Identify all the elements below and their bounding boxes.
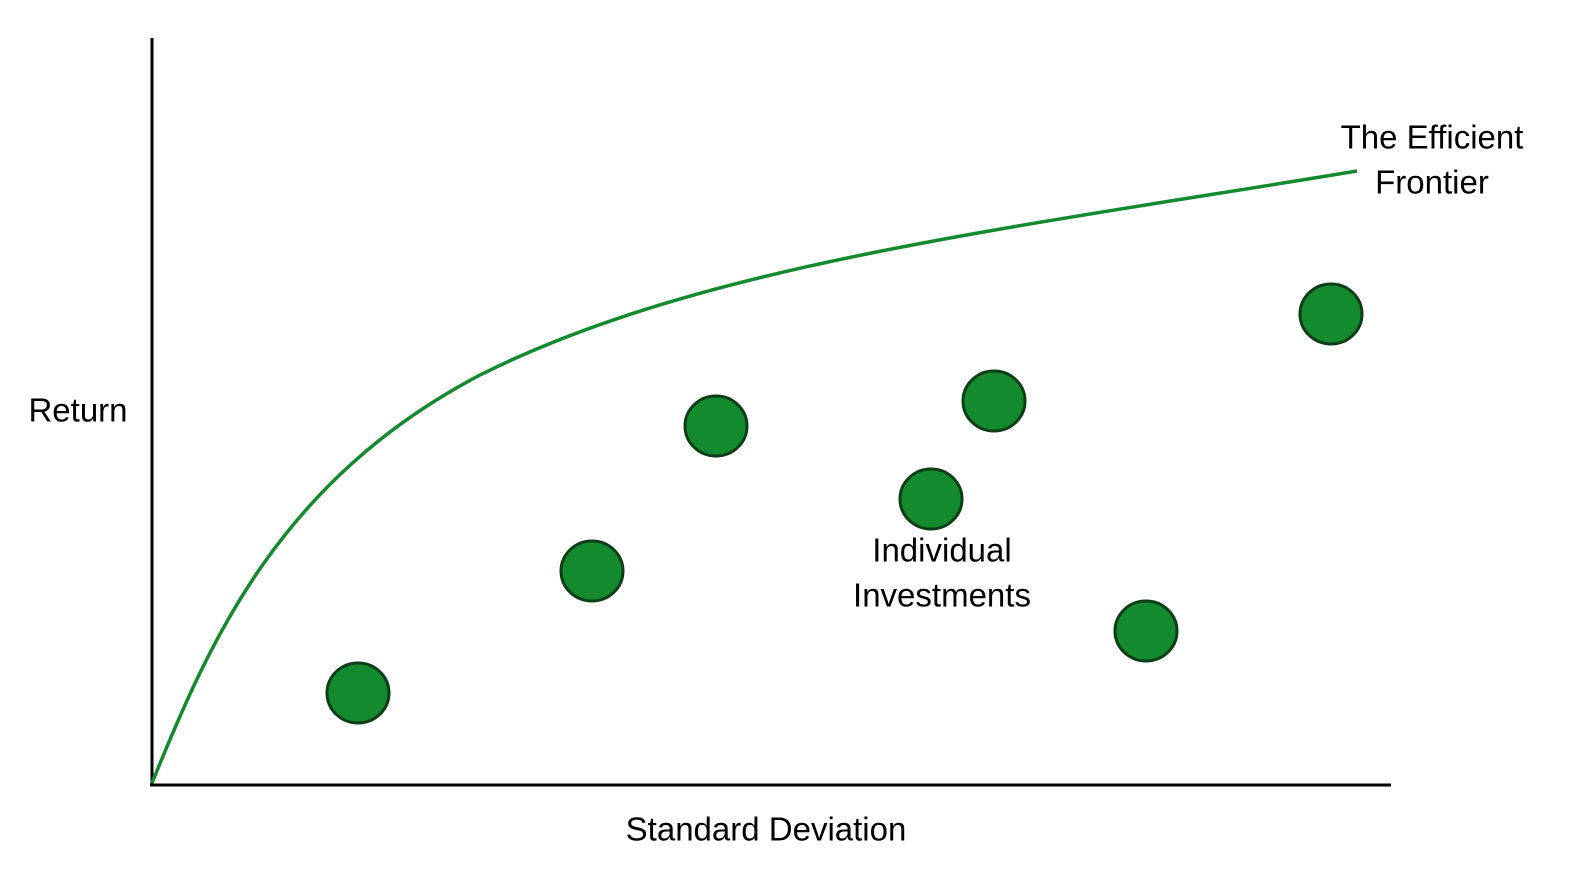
investment-dot bbox=[1298, 282, 1364, 346]
investment-dot bbox=[898, 467, 964, 531]
frontier-label: Frontier bbox=[1375, 164, 1489, 201]
investments-label: Investments bbox=[853, 577, 1031, 614]
x-axis-label: Standard Deviation bbox=[626, 811, 907, 848]
investment-dot bbox=[559, 539, 625, 603]
frontier-curve bbox=[150, 169, 1358, 784]
y-axis-label: Return bbox=[28, 392, 127, 429]
investment-dot bbox=[683, 394, 749, 458]
investment-dot bbox=[961, 369, 1027, 433]
investments-label: Individual bbox=[872, 532, 1011, 569]
investment-dot bbox=[325, 661, 391, 725]
frontier-label: The Efficient bbox=[1341, 119, 1524, 156]
investment-dot bbox=[1113, 599, 1179, 663]
